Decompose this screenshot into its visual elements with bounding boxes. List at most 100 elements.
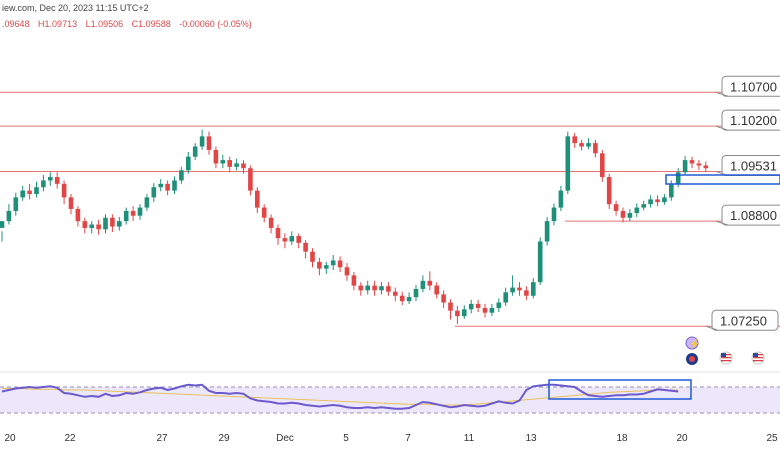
candle-body <box>586 143 591 147</box>
candle-body <box>386 286 391 292</box>
candle-body <box>206 136 212 150</box>
candle-body <box>420 280 426 289</box>
candle-body <box>186 156 191 171</box>
candles <box>0 129 709 325</box>
candle-body <box>282 238 288 242</box>
candle-body <box>365 285 370 291</box>
candle-body <box>192 146 198 157</box>
candle-body <box>13 197 19 211</box>
candle-body <box>468 303 474 310</box>
candle-body <box>68 197 74 209</box>
level-label-connector <box>715 125 729 131</box>
candle-body <box>565 136 571 191</box>
candle-body <box>130 210 136 216</box>
candle-body <box>144 197 150 208</box>
candle-body <box>379 286 384 291</box>
ohlc-low: L1.09506 <box>85 19 124 29</box>
candle-body <box>27 190 32 194</box>
x-tick-label: 22 <box>64 433 76 444</box>
candle-body <box>351 275 357 286</box>
candle-body <box>89 224 94 228</box>
highlight-boxes <box>548 174 780 400</box>
candle-body <box>641 204 646 208</box>
candle-body <box>372 285 377 291</box>
x-tick-label: 27 <box>156 433 168 444</box>
level-label-connector <box>715 91 729 97</box>
flag-stripe <box>753 360 763 362</box>
candle-body <box>75 208 81 222</box>
candle-body <box>537 241 543 283</box>
level-label: 1.09531 <box>730 159 777 174</box>
candle-body <box>544 221 550 242</box>
candle-body <box>0 221 5 228</box>
level-label-box <box>721 204 780 226</box>
candle-body <box>524 290 529 296</box>
level-label: 1.10700 <box>730 79 777 94</box>
candle-body <box>441 294 446 303</box>
candle-body <box>289 236 295 242</box>
candle-body <box>20 190 25 198</box>
lightning-glyph: ⚡ <box>689 338 700 350</box>
chart-header: iew.com, Dec 20, 2023 11:15 UTC+2 .09648… <box>0 0 780 34</box>
x-tick-label: 11 <box>464 433 475 444</box>
x-tick-label: 7 <box>405 433 411 444</box>
rsi-panel <box>0 371 780 414</box>
candle-body <box>261 207 267 218</box>
candle-body <box>268 217 274 228</box>
candle-body <box>248 168 253 191</box>
candle-body <box>117 221 122 227</box>
candle-body <box>399 295 405 302</box>
ohlc-change: -0.00060 (-0.05%) <box>179 19 252 29</box>
symbol-source-line: iew.com, Dec 20, 2023 11:15 UTC+2 <box>2 3 149 13</box>
candle-body <box>406 297 412 302</box>
flag-canton <box>753 353 758 357</box>
candle-body <box>462 309 467 317</box>
candle-body <box>627 212 633 218</box>
rsi-line <box>1 383 679 410</box>
level-label-connector <box>715 220 729 226</box>
candle-body <box>158 183 163 188</box>
candle-body <box>110 217 115 227</box>
candle-body <box>427 280 433 286</box>
candle-body <box>517 287 522 291</box>
candle-body <box>675 172 681 184</box>
candle-body <box>551 207 557 222</box>
candle-body <box>199 136 205 147</box>
candle-body <box>606 177 612 205</box>
price-levels: 1.10700 1.10200 1.09531 1.08800 1.07250 <box>0 75 780 331</box>
candle-body <box>531 282 536 296</box>
candle-body <box>489 307 495 313</box>
level-label-connector <box>705 325 719 331</box>
x-axis: 20 22 27 29 Dec 5 7 11 13 18 20 25 <box>4 433 778 444</box>
candle-body <box>34 187 39 194</box>
candle-body <box>634 207 640 213</box>
candle-body <box>593 143 598 154</box>
level-label: 1.08800 <box>730 208 777 223</box>
level-label: 1.10200 <box>730 113 777 128</box>
candle-body <box>496 302 502 308</box>
us-flag-icon <box>751 351 765 365</box>
candle-body <box>241 163 246 169</box>
candle-body <box>172 180 177 191</box>
candle-body <box>696 163 702 166</box>
level-label: 1.07250 <box>720 313 767 328</box>
candle-body <box>703 165 709 169</box>
candle-body <box>303 242 308 252</box>
candle-body <box>82 221 88 228</box>
x-tick-label: 20 <box>4 433 16 444</box>
candle-body <box>6 210 12 222</box>
candle-body <box>393 291 398 296</box>
candle-body <box>310 251 315 262</box>
candle-body <box>503 292 508 303</box>
candle-body <box>123 210 129 222</box>
candle-body <box>48 177 53 181</box>
event-icons: ⚡ <box>685 336 765 365</box>
level-label-box <box>721 75 780 97</box>
candle-body <box>137 207 143 216</box>
ohlc-open: .09648 <box>2 19 30 29</box>
x-tick-label: 18 <box>616 433 628 444</box>
candle-body <box>572 136 577 144</box>
candle-body <box>165 183 170 191</box>
x-tick-label: 20 <box>676 433 688 444</box>
